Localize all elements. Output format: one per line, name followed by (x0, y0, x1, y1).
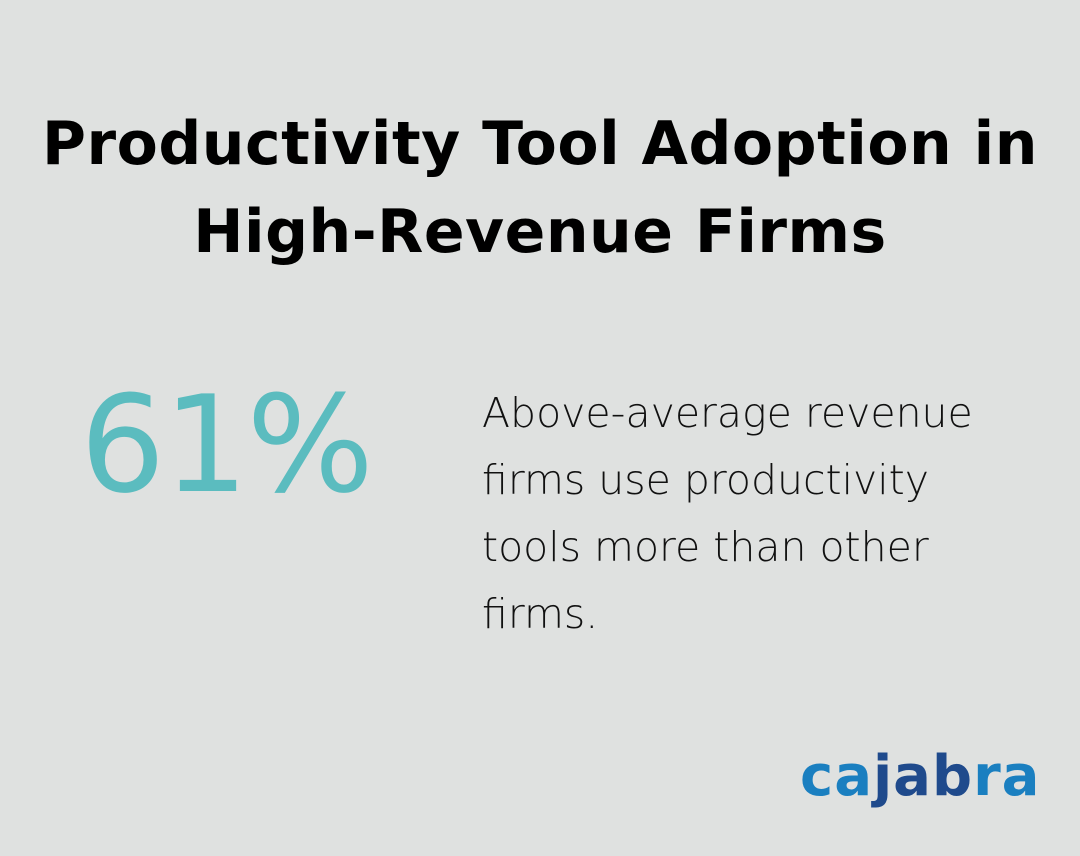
logo-part: ca (800, 744, 873, 809)
logo-part: ra (973, 744, 1041, 809)
logo-part: jab (872, 744, 974, 809)
page-title: Productivity Tool Adoption in High-Reven… (42, 109, 1038, 267)
cajabra-logo: cajabra (800, 742, 1040, 812)
stat-value: 61% (80, 367, 374, 523)
stat-description: Above-average revenue firms use producti… (482, 389, 973, 638)
